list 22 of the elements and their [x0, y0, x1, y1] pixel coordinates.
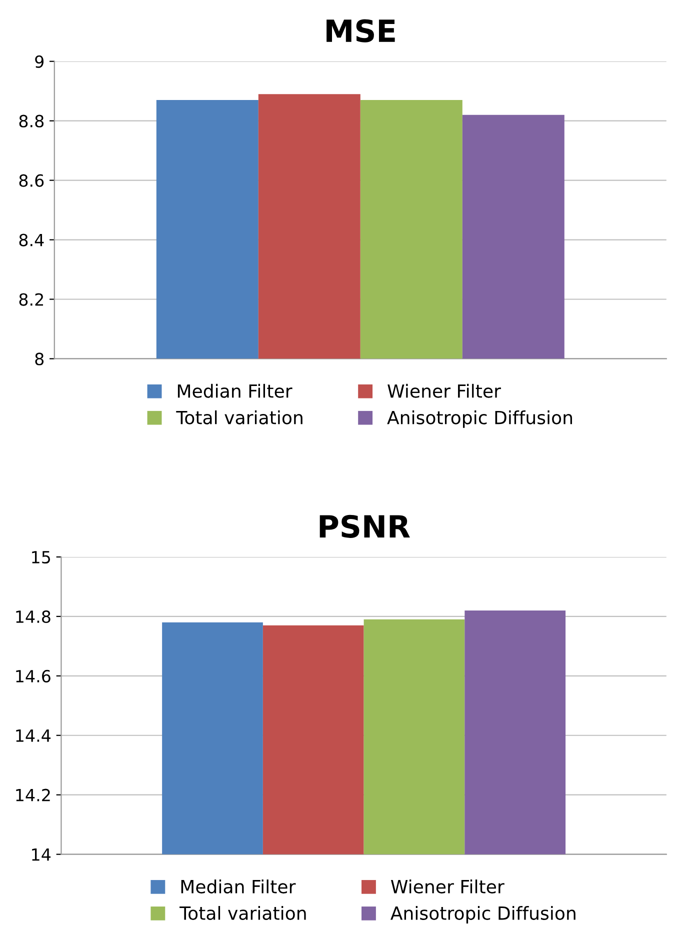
y-tick-label: 14.2 — [16, 788, 50, 802]
y-tick-label: 8.8 — [19, 114, 44, 128]
y-tick-label: 8.2 — [19, 293, 44, 306]
chart-title: PSNR — [320, 514, 410, 538]
y-tick-label: 8.6 — [19, 174, 44, 187]
legend-label: Total variation — [176, 410, 302, 424]
legend-label: Wiener Filter — [390, 879, 504, 894]
legend-label: Median Filter — [181, 879, 296, 894]
legend-label: Wiener Filter — [388, 384, 501, 398]
y-tick-label: 15 — [32, 551, 50, 564]
y-tick-label: 8 — [35, 352, 44, 366]
legend-label: Anisotropic Diffusion — [387, 410, 572, 428]
legend-label: Median Filter — [178, 384, 292, 398]
y-tick-label: 14.6 — [16, 670, 50, 682]
chart-title: MSE — [326, 19, 395, 42]
legend-label: Total variation — [180, 906, 306, 920]
y-tick-label: 9 — [35, 55, 44, 68]
y-tick-label: 14 — [32, 848, 51, 861]
y-tick-label: 14.8 — [16, 610, 50, 623]
y-tick-label: 8.4 — [19, 234, 44, 246]
y-tick-label: 14.4 — [16, 730, 51, 742]
legend-label: Anisotropic Diffusion — [390, 906, 576, 924]
